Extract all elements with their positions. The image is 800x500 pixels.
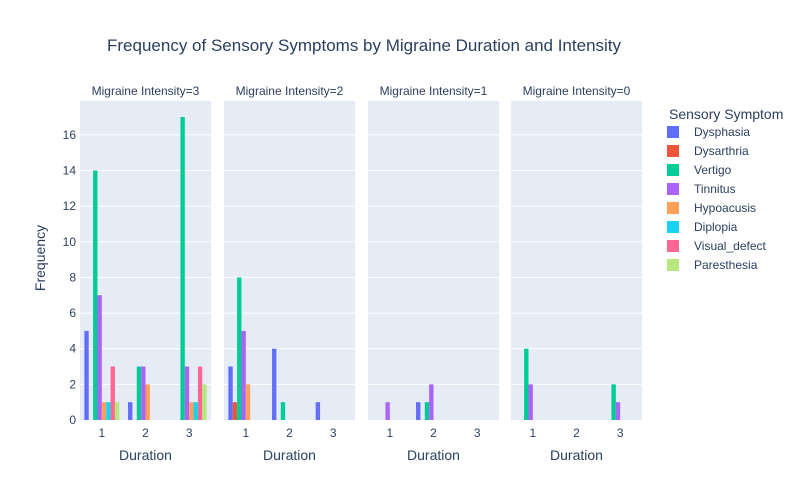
legend-label: Vertigo (694, 163, 732, 177)
x-axis-title: Duration (263, 447, 316, 463)
x-axis-title: Duration (119, 447, 172, 463)
bar-vertigo[interactable] (237, 277, 242, 420)
bar-vertigo[interactable] (611, 384, 616, 420)
plot-background (368, 101, 499, 420)
plot-background (511, 101, 642, 420)
y-tick-label: 12 (63, 199, 77, 213)
bar-dysphasia[interactable] (416, 402, 421, 420)
y-tick-label: 4 (69, 342, 76, 356)
y-axis-title: Frequency (32, 225, 48, 291)
x-tick-label: 3 (617, 426, 624, 440)
bar-vertigo[interactable] (280, 402, 286, 420)
bar-visual-defect[interactable] (197, 366, 203, 420)
facet-panel: Migraine Intensity=2 1 2 3 Duration (224, 84, 355, 463)
bar-tinnitus[interactable] (615, 402, 621, 420)
y-tick-label: 16 (63, 128, 77, 142)
x-tick-label: 3 (186, 426, 193, 440)
legend-label: Dysarthria (694, 144, 749, 158)
legend-item[interactable]: Dysphasia (667, 125, 750, 139)
legend-label: Diplopia (694, 220, 738, 234)
legend-swatch (667, 183, 679, 195)
x-tick-label: 2 (286, 426, 293, 440)
bar-vertigo[interactable] (136, 366, 142, 420)
legend-item[interactable]: Diplopia (667, 220, 738, 234)
bar-tinnitus[interactable] (97, 295, 102, 420)
x-tick-label: 3 (474, 426, 481, 440)
x-tick-label: 1 (98, 426, 105, 440)
x-tick-label: 1 (386, 426, 393, 440)
bar-tinnitus[interactable] (429, 384, 434, 420)
y-tick-label: 2 (69, 377, 76, 391)
legend-item[interactable]: Dysarthria (667, 144, 749, 158)
y-tick-label: 8 (69, 270, 76, 284)
bar-vertigo[interactable] (93, 170, 98, 420)
legend-swatch (667, 240, 679, 252)
facet-panel: Migraine Intensity=1 1 2 3 Duration (368, 84, 499, 463)
bar-dysphasia[interactable] (128, 402, 133, 420)
legend-label: Dysphasia (694, 125, 750, 139)
facet-panels: Migraine Intensity=31 2 3Duration024681012… (63, 84, 642, 463)
facet-panel: Migraine Intensity=0 1 2 3 Duration (511, 84, 642, 463)
bar-paresthesia[interactable] (114, 402, 120, 420)
y-tick-label: 6 (69, 306, 76, 320)
bar-hypoacusis[interactable] (101, 402, 107, 420)
x-tick-label: 1 (529, 426, 536, 440)
bar-visual-defect[interactable] (110, 366, 115, 420)
legend-item[interactable]: Tinnitus (667, 182, 736, 196)
bar-hypoacusis[interactable] (189, 402, 194, 420)
facet-label: Migraine Intensity=3 (92, 84, 200, 98)
x-axis-title: Duration (550, 447, 603, 463)
x-tick-label: 2 (573, 426, 580, 440)
bar-dysphasia[interactable] (228, 366, 233, 420)
legend-label: Tinnitus (694, 182, 736, 196)
y-tick-label: 10 (63, 235, 77, 249)
chart-title: Frequency of Sensory Symptoms by Migrain… (107, 36, 622, 55)
bar-vertigo[interactable] (424, 402, 430, 420)
legend-label: Hypoacusis (694, 201, 756, 215)
legend-item[interactable]: Hypoacusis (667, 201, 756, 215)
bar-vertigo[interactable] (180, 117, 185, 420)
bar-dysphasia[interactable] (84, 330, 89, 420)
x-tick-label: 1 (242, 426, 249, 440)
bar-tinnitus[interactable] (141, 366, 146, 420)
x-tick-label: 2 (430, 426, 437, 440)
bar-hypoacusis[interactable] (145, 384, 150, 420)
legend-label: Visual_defect (694, 239, 766, 253)
bar-vertigo[interactable] (524, 348, 529, 420)
legend-swatch (667, 259, 679, 271)
legend-swatch (667, 164, 679, 176)
bar-tinnitus[interactable] (528, 384, 533, 420)
x-tick-label: 2 (142, 426, 149, 440)
legend-swatch (667, 126, 679, 138)
legend-item[interactable]: Visual_defect (667, 239, 766, 253)
bar-paresthesia[interactable] (202, 384, 207, 420)
y-tick-label: 14 (63, 164, 77, 178)
bar-dysphasia[interactable] (315, 402, 321, 420)
bar-dysphasia[interactable] (272, 348, 277, 420)
legend-title: Sensory Symptom (669, 106, 783, 122)
legend-item[interactable]: Paresthesia (667, 258, 758, 272)
facet-panel: Migraine Intensity=31 2 3Duration024681012… (63, 84, 211, 463)
facet-label: Migraine Intensity=1 (380, 84, 488, 98)
x-axis-title: Duration (407, 447, 460, 463)
x-tick-label: 3 (330, 426, 337, 440)
legend-swatch (667, 221, 679, 233)
facet-label: Migraine Intensity=0 (523, 84, 631, 98)
bar-diplopia[interactable] (106, 402, 111, 420)
legend-item[interactable]: Vertigo (667, 163, 732, 177)
bar-tinnitus[interactable] (241, 330, 246, 420)
legend-swatch (667, 145, 679, 157)
bar-tinnitus[interactable] (385, 402, 390, 420)
legend[interactable]: Sensory Symptom Dysphasia Dysarthria Verti… (667, 106, 783, 272)
legend-label: Paresthesia (694, 258, 758, 272)
bar-diplopia[interactable] (193, 402, 198, 420)
legend-swatch (667, 202, 679, 214)
y-tick-label: 0 (69, 413, 76, 427)
bar-hypoacusis[interactable] (245, 384, 251, 420)
bar-tinnitus[interactable] (184, 366, 190, 420)
facet-label: Migraine Intensity=2 (236, 84, 344, 98)
bar-dysarthria[interactable] (232, 402, 238, 420)
